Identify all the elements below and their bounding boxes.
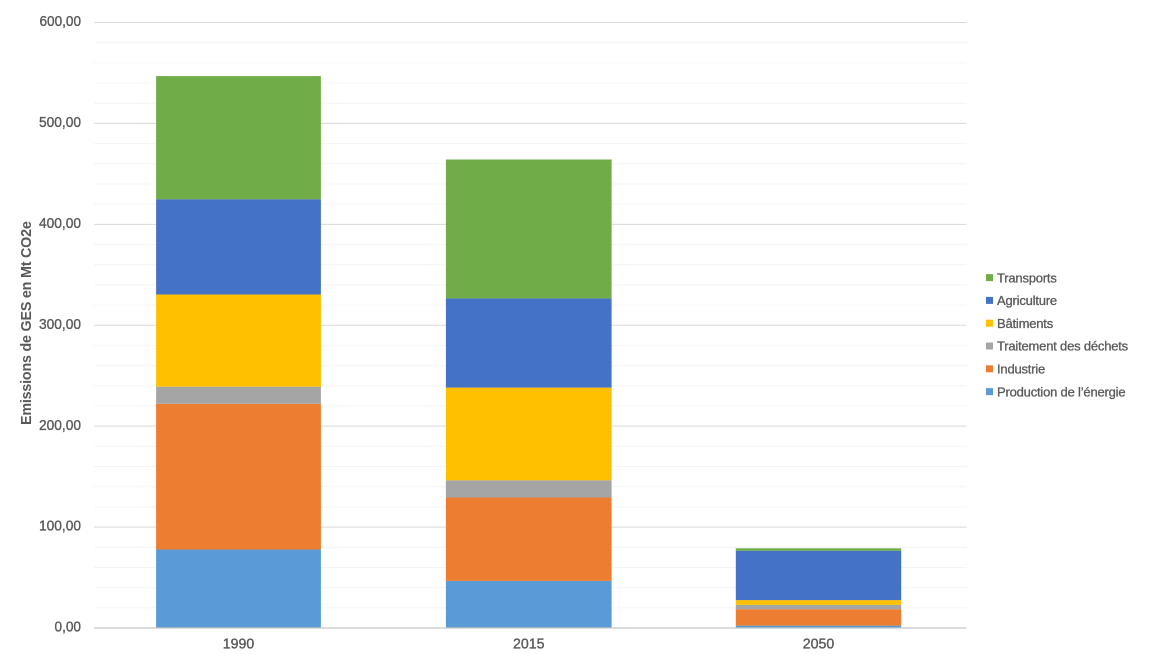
svg-text:2050: 2050: [803, 636, 835, 653]
svg-text:400,00: 400,00: [39, 216, 81, 232]
svg-text:Transports: Transports: [997, 270, 1057, 285]
svg-text:500,00: 500,00: [39, 115, 81, 131]
svg-text:600,00: 600,00: [40, 14, 82, 30]
svg-text:Agriculture: Agriculture: [997, 293, 1057, 308]
svg-text:100,00: 100,00: [39, 519, 81, 535]
svg-text:Emissions de GES en Mt CO2e: Emissions de GES en Mt CO2e: [19, 221, 35, 425]
svg-text:300,00: 300,00: [39, 317, 81, 333]
svg-text:Traitement des déchets: Traitement des déchets: [997, 339, 1129, 354]
svg-text:1990: 1990: [223, 636, 255, 653]
svg-text:Bâtiments: Bâtiments: [997, 316, 1054, 331]
svg-text:2015: 2015: [513, 636, 545, 653]
svg-text:200,00: 200,00: [39, 418, 81, 434]
svg-text:Production de l’énergie: Production de l’énergie: [997, 384, 1125, 399]
svg-text:Industrie: Industrie: [997, 362, 1045, 377]
svg-text:0,00: 0,00: [55, 620, 82, 636]
